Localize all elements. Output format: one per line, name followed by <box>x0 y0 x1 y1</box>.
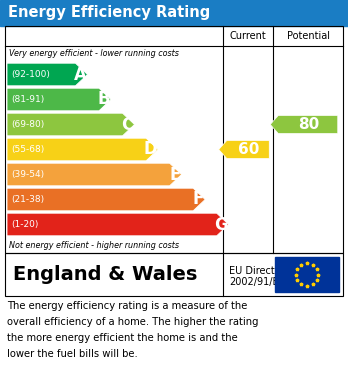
Text: Current: Current <box>230 31 266 41</box>
Polygon shape <box>7 63 87 86</box>
Text: the more energy efficient the home is and the: the more energy efficient the home is an… <box>7 333 238 343</box>
Text: The energy efficiency rating is a measure of the: The energy efficiency rating is a measur… <box>7 301 247 311</box>
Polygon shape <box>7 113 135 136</box>
Bar <box>5 253 343 296</box>
Polygon shape <box>219 140 269 158</box>
Text: (55-68): (55-68) <box>11 145 44 154</box>
Text: (81-91): (81-91) <box>11 95 44 104</box>
Text: overall efficiency of a home. The higher the rating: overall efficiency of a home. The higher… <box>7 317 259 327</box>
Text: (69-80): (69-80) <box>11 120 44 129</box>
Text: A: A <box>74 66 87 84</box>
Text: G: G <box>214 215 228 233</box>
Text: Very energy efficient - lower running costs: Very energy efficient - lower running co… <box>9 50 179 59</box>
Polygon shape <box>7 163 182 186</box>
Text: 2002/91/EC: 2002/91/EC <box>229 278 285 287</box>
Text: England & Wales: England & Wales <box>13 265 197 284</box>
Bar <box>5 26 343 253</box>
Polygon shape <box>270 115 338 133</box>
Text: 60: 60 <box>238 142 260 157</box>
Text: EU Directive: EU Directive <box>229 267 289 276</box>
Text: (39-54): (39-54) <box>11 170 44 179</box>
Polygon shape <box>7 138 158 161</box>
Text: Potential: Potential <box>286 31 330 41</box>
Text: (1-20): (1-20) <box>11 220 38 229</box>
Text: E: E <box>169 165 181 183</box>
Polygon shape <box>7 213 229 236</box>
Bar <box>0 0 348 26</box>
Bar <box>275 257 339 292</box>
Text: B: B <box>97 90 110 108</box>
Polygon shape <box>7 188 205 211</box>
Text: D: D <box>143 140 157 158</box>
Text: C: C <box>121 115 134 133</box>
Text: 80: 80 <box>298 117 319 132</box>
Text: (21-38): (21-38) <box>11 195 44 204</box>
Text: (92-100): (92-100) <box>11 70 50 79</box>
Text: lower the fuel bills will be.: lower the fuel bills will be. <box>7 349 138 359</box>
Text: Not energy efficient - higher running costs: Not energy efficient - higher running co… <box>9 240 179 249</box>
Text: Energy Efficiency Rating: Energy Efficiency Rating <box>8 5 210 20</box>
Polygon shape <box>7 88 111 111</box>
Text: F: F <box>193 190 204 208</box>
